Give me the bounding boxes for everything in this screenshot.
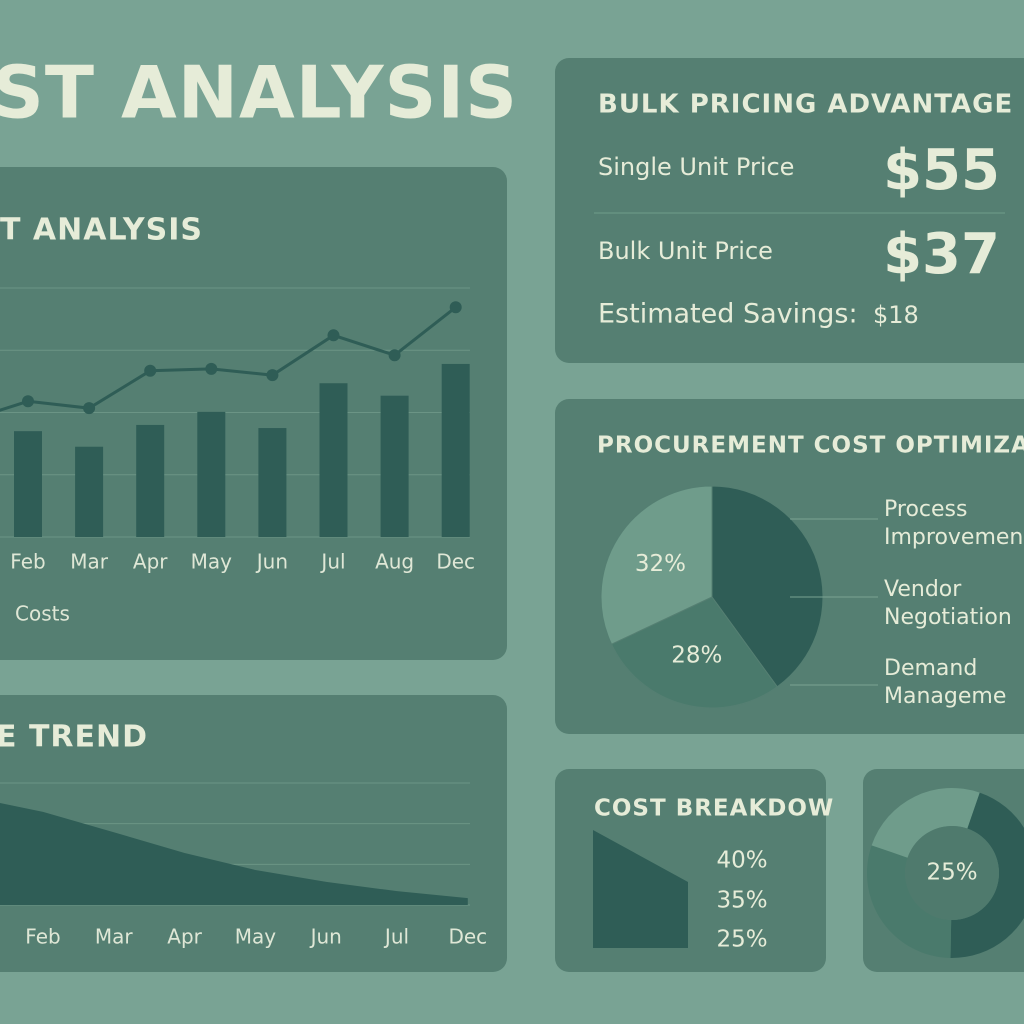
- line-point: [327, 329, 340, 342]
- x-tick-label: May: [191, 550, 233, 574]
- bar: [258, 428, 287, 537]
- line-point: [205, 362, 218, 375]
- savings-label: Estimated Savings:: [598, 299, 858, 330]
- pie-slice: [711, 485, 824, 688]
- breakdown-shape: [593, 830, 688, 948]
- x-tick-label: Dec: [448, 925, 487, 949]
- chart-title: PROCUREMENT COST OPTIMIZA: [597, 433, 1024, 459]
- x-tick-label: Jun: [255, 550, 288, 574]
- x-tick-label: Feb: [25, 925, 60, 949]
- bar: [14, 431, 42, 537]
- x-tick-label: Jul: [319, 550, 345, 574]
- breakdown-label: 25%: [716, 927, 767, 953]
- legend-label: Vendor Negotiation: [884, 577, 1012, 630]
- legend-label: Demand Manageme: [884, 656, 1006, 709]
- line-point: [22, 395, 34, 408]
- bar: [197, 411, 226, 537]
- chart-title: COST BREAKDOW: [594, 796, 834, 822]
- card-title: BULK PRICING ADVANTAGE: [598, 90, 1013, 120]
- donut-segment: [871, 787, 980, 858]
- donut-segment: [950, 792, 1024, 958]
- bar: [136, 424, 165, 537]
- price-value: $55: [883, 138, 1000, 203]
- legend-label: Process Improvemen: [884, 497, 1023, 550]
- bar: [380, 395, 409, 537]
- slice-label: 32%: [635, 551, 686, 577]
- x-tick-label: Apr: [133, 550, 168, 574]
- line-point: [388, 349, 401, 362]
- price-value: $37: [883, 222, 1000, 287]
- x-tick-label: Mar: [70, 550, 109, 574]
- line-point: [144, 364, 157, 377]
- page-title: ST ANALYSIS: [0, 51, 518, 135]
- area: [0, 802, 468, 905]
- savings-value: $18: [873, 301, 919, 329]
- legend-label: Costs: [15, 602, 70, 626]
- x-tick-label: Dec: [436, 550, 475, 574]
- donut-hole: [905, 826, 999, 920]
- bar: [75, 446, 104, 537]
- bar: [441, 363, 470, 537]
- x-tick-label: Aug: [375, 550, 414, 574]
- price-label: Bulk Unit Price: [598, 237, 773, 265]
- x-tick-label: Jun: [309, 925, 342, 949]
- slice-label: 28%: [671, 643, 722, 669]
- donut-label: 25%: [926, 860, 977, 886]
- x-tick-label: May: [235, 925, 277, 949]
- chart-title: E TREND: [0, 720, 148, 755]
- pie-slice: [610, 596, 778, 709]
- x-tick-label: Apr: [167, 925, 202, 949]
- line-point: [449, 301, 462, 314]
- breakdown-label: 40%: [716, 848, 767, 874]
- line-point: [83, 402, 96, 415]
- line-point: [266, 369, 279, 382]
- price-label: Single Unit Price: [598, 153, 794, 181]
- x-tick-label: Jul: [383, 925, 409, 949]
- x-tick-label: Feb: [10, 550, 45, 574]
- x-tick-label: Mar: [95, 925, 134, 949]
- bar: [319, 383, 348, 537]
- donut-segment: [866, 845, 952, 958]
- breakdown-label: 35%: [716, 888, 767, 914]
- pie-slice: [600, 485, 713, 645]
- chart-title: T ANALYSIS: [0, 213, 203, 248]
- panel: [555, 58, 1024, 363]
